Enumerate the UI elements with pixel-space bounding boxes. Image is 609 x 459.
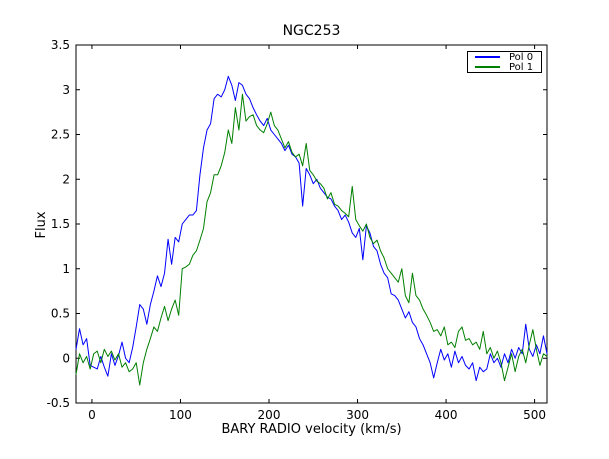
pol-0-line <box>75 75 548 382</box>
legend-item-pol1: Pol 1 <box>468 61 541 73</box>
svg-text:200: 200 <box>258 408 281 422</box>
legend-label-pol1: Pol 1 <box>509 61 534 73</box>
svg-text:300: 300 <box>346 408 369 422</box>
svg-text:2: 2 <box>62 172 70 186</box>
svg-text:1: 1 <box>62 262 70 276</box>
axis-ticks <box>76 44 547 404</box>
svg-text:2.5: 2.5 <box>51 128 70 142</box>
svg-text:1.5: 1.5 <box>51 217 70 231</box>
legend-label-pol0: Pol 0 <box>509 51 534 63</box>
x-axis-label: BARY RADIO velocity (km/s) <box>221 422 402 437</box>
chart-title: NGC253 <box>282 23 341 39</box>
svg-text:500: 500 <box>523 408 546 422</box>
svg-text:-0.5: -0.5 <box>47 396 70 410</box>
svg-text:100: 100 <box>169 408 192 422</box>
pol1-line-swatch <box>475 66 500 68</box>
pol0-line-swatch <box>475 56 500 58</box>
svg-text:0.5: 0.5 <box>51 307 70 321</box>
legend-item-pol0: Pol 0 <box>468 51 541 63</box>
svg-text:3.5: 3.5 <box>51 38 70 52</box>
pol-1-line <box>75 93 548 386</box>
tick-labels: 0 100 200 300 400 500 -0.5 0 0.5 1 1.5 2 2.5 3 3.5 <box>47 38 546 422</box>
y-axis-label: Flux <box>34 211 49 239</box>
legend: Pol 0 Pol 1 <box>467 51 542 73</box>
svg-text:0: 0 <box>62 351 70 365</box>
svg-text:3: 3 <box>62 83 70 97</box>
svg-text:0: 0 <box>88 408 96 422</box>
data-series <box>75 75 548 386</box>
svg-text:400: 400 <box>435 408 458 422</box>
